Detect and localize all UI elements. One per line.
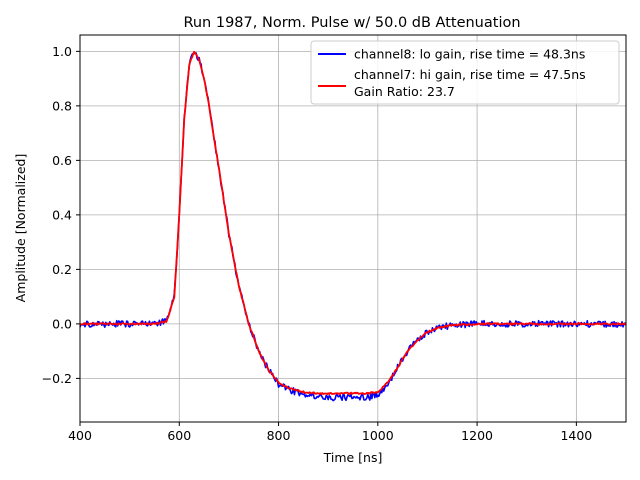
y-tick-label: −0.2 (42, 371, 72, 386)
legend-box (310, 40, 620, 105)
legend-label-series-0: channel8: lo gain, rise time = 48.3ns (354, 47, 585, 62)
x-tick-label: 1400 (560, 428, 592, 443)
chart-title: Run 1987, Norm. Pulse w/ 50.0 dB Attenua… (183, 15, 520, 31)
tick-layer: 400 600 800 1000 1200 1400 −0.2 0.0 0.2 0.4 0.6 0.8… (42, 44, 593, 443)
y-axis-label: Amplitude [Normalized] (13, 154, 28, 303)
legend: channel8: lo gain, rise time = 48.3ns ch… (310, 40, 620, 105)
plot-frame (79, 34, 627, 423)
y-tick-label: 0.0 (52, 316, 72, 331)
x-tick-label: 800 (267, 428, 291, 443)
y-tick-label: 0.8 (52, 98, 72, 113)
y-tick-label: 0.2 (52, 262, 72, 277)
series-layer (79, 50, 627, 402)
x-tick-label: 600 (167, 428, 191, 443)
x-tick-label: 1000 (362, 428, 394, 443)
legend-gain-ratio: Gain Ratio: 23.7 (354, 84, 455, 99)
y-tick-label: 0.6 (52, 153, 72, 168)
x-tick-label: 1200 (461, 428, 493, 443)
legend-label-series-1: channel7: hi gain, rise time = 47.5ns (354, 67, 586, 82)
series-line-1 (79, 50, 627, 396)
y-tick-label: 0.4 (52, 207, 72, 222)
x-tick-label: 400 (68, 428, 92, 443)
x-axis-label: Time [ns] (323, 450, 383, 465)
y-tick-label: 1.0 (52, 44, 72, 59)
